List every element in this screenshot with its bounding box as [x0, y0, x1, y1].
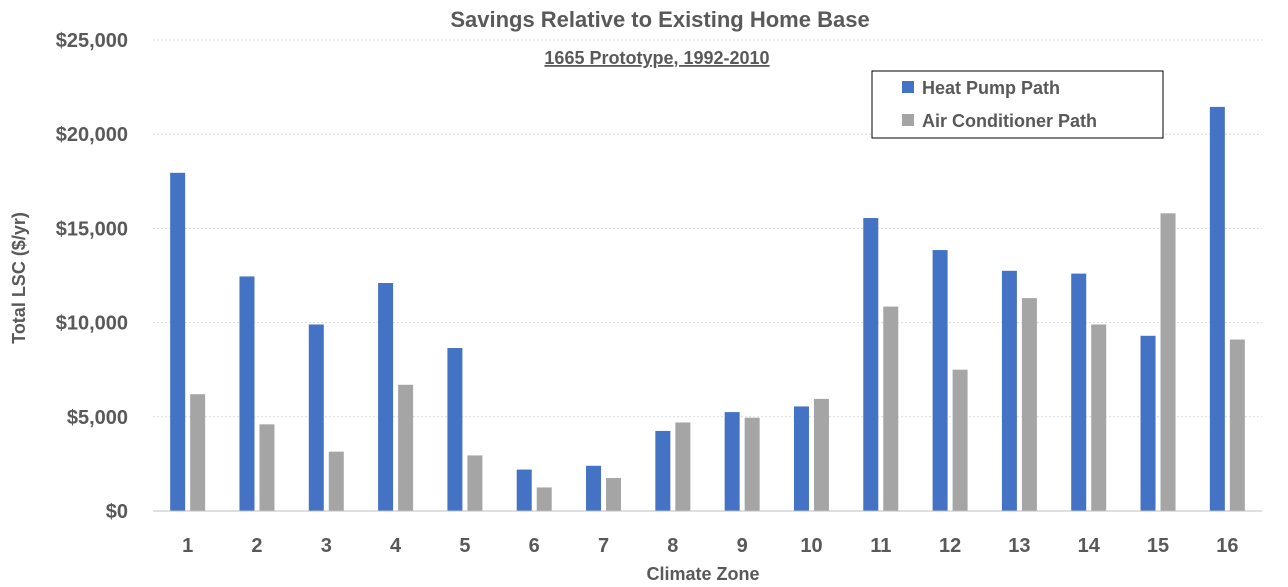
y-tick-label: $5,000: [67, 407, 128, 429]
x-tick-label: 9: [737, 535, 748, 557]
bar-air-conditioner: [467, 455, 483, 511]
y-tick-labels: $0 $5,000 $10,000 $15,000 $20,000 $25,000: [56, 30, 128, 523]
bar-heat-pump: [308, 324, 324, 511]
x-tick-label: 11: [870, 535, 891, 557]
x-tick-label: 12: [939, 535, 961, 557]
bars: [170, 106, 1245, 512]
bar-heat-pump: [1071, 273, 1087, 511]
bar-air-conditioner: [398, 384, 414, 511]
bar-heat-pump: [655, 430, 671, 511]
bar-heat-pump: [516, 469, 532, 511]
legend-label-air-conditioner: Air Conditioner Path: [922, 111, 1097, 131]
x-tick-label: 7: [598, 535, 609, 557]
bar-air-conditioner: [675, 422, 691, 511]
x-tick-label: 8: [667, 535, 678, 557]
x-tick-label: 15: [1147, 535, 1169, 557]
y-tick-label: $25,000: [56, 30, 128, 52]
bar-air-conditioner: [744, 417, 760, 511]
x-tick-label: 1: [182, 535, 193, 557]
bar-heat-pump: [170, 172, 186, 511]
chart-title: Savings Relative to Existing Home Base: [450, 7, 869, 32]
bar-air-conditioner: [259, 424, 275, 511]
x-tick-label: 10: [800, 535, 822, 557]
bar-heat-pump: [378, 283, 394, 511]
bar-air-conditioner: [952, 369, 968, 511]
bar-air-conditioner: [1229, 339, 1245, 511]
legend-swatch-heat-pump: [902, 81, 914, 93]
x-axis-label: Climate Zone: [646, 564, 759, 584]
bar-heat-pump: [1209, 106, 1225, 511]
bar-heat-pump: [863, 218, 879, 511]
bar-heat-pump: [1140, 335, 1156, 511]
x-tick-label: 4: [390, 535, 402, 557]
y-axis-label: Total LSC ($/yr): [9, 212, 29, 344]
x-tick-label: 16: [1216, 535, 1238, 557]
bar-heat-pump: [932, 250, 948, 512]
bar-heat-pump: [724, 412, 740, 511]
legend-swatch-air-conditioner: [902, 114, 914, 126]
legend-label-heat-pump: Heat Pump Path: [922, 78, 1060, 98]
bar-air-conditioner: [536, 487, 552, 511]
bar-heat-pump: [447, 348, 463, 511]
bar-air-conditioner: [606, 478, 622, 511]
bar-air-conditioner: [190, 394, 206, 511]
y-tick-label: $10,000: [56, 313, 128, 335]
bar-heat-pump: [586, 465, 602, 511]
legend: Heat Pump Path Air Conditioner Path: [871, 70, 1164, 139]
y-tick-label: $0: [106, 501, 128, 523]
bar-air-conditioner: [1021, 298, 1037, 511]
y-tick-label: $15,000: [56, 218, 128, 240]
bar-air-conditioner: [883, 306, 899, 511]
bar-air-conditioner: [813, 398, 829, 511]
y-tick-label: $20,000: [56, 124, 128, 146]
x-tick-label: 6: [529, 535, 540, 557]
bar-air-conditioner: [328, 451, 344, 511]
bar-heat-pump: [239, 276, 255, 511]
x-tick-label: 5: [459, 535, 470, 557]
x-tick-label: 13: [1008, 535, 1030, 557]
bar-air-conditioner: [1160, 213, 1176, 511]
bar-air-conditioner: [1091, 324, 1107, 511]
bar-heat-pump: [793, 406, 809, 511]
x-tick-label: 14: [1078, 535, 1101, 557]
x-tick-label: 3: [321, 535, 332, 557]
x-tick-labels: 1 2 3 4 5 6 7 8 9 10 11 12 13 14 15 16: [182, 535, 1238, 557]
legend-box: [871, 70, 1164, 139]
x-tick-label: 2: [251, 535, 262, 557]
bar-heat-pump: [1001, 270, 1017, 511]
chart-subtitle: 1665 Prototype, 1992-2010: [544, 48, 769, 68]
